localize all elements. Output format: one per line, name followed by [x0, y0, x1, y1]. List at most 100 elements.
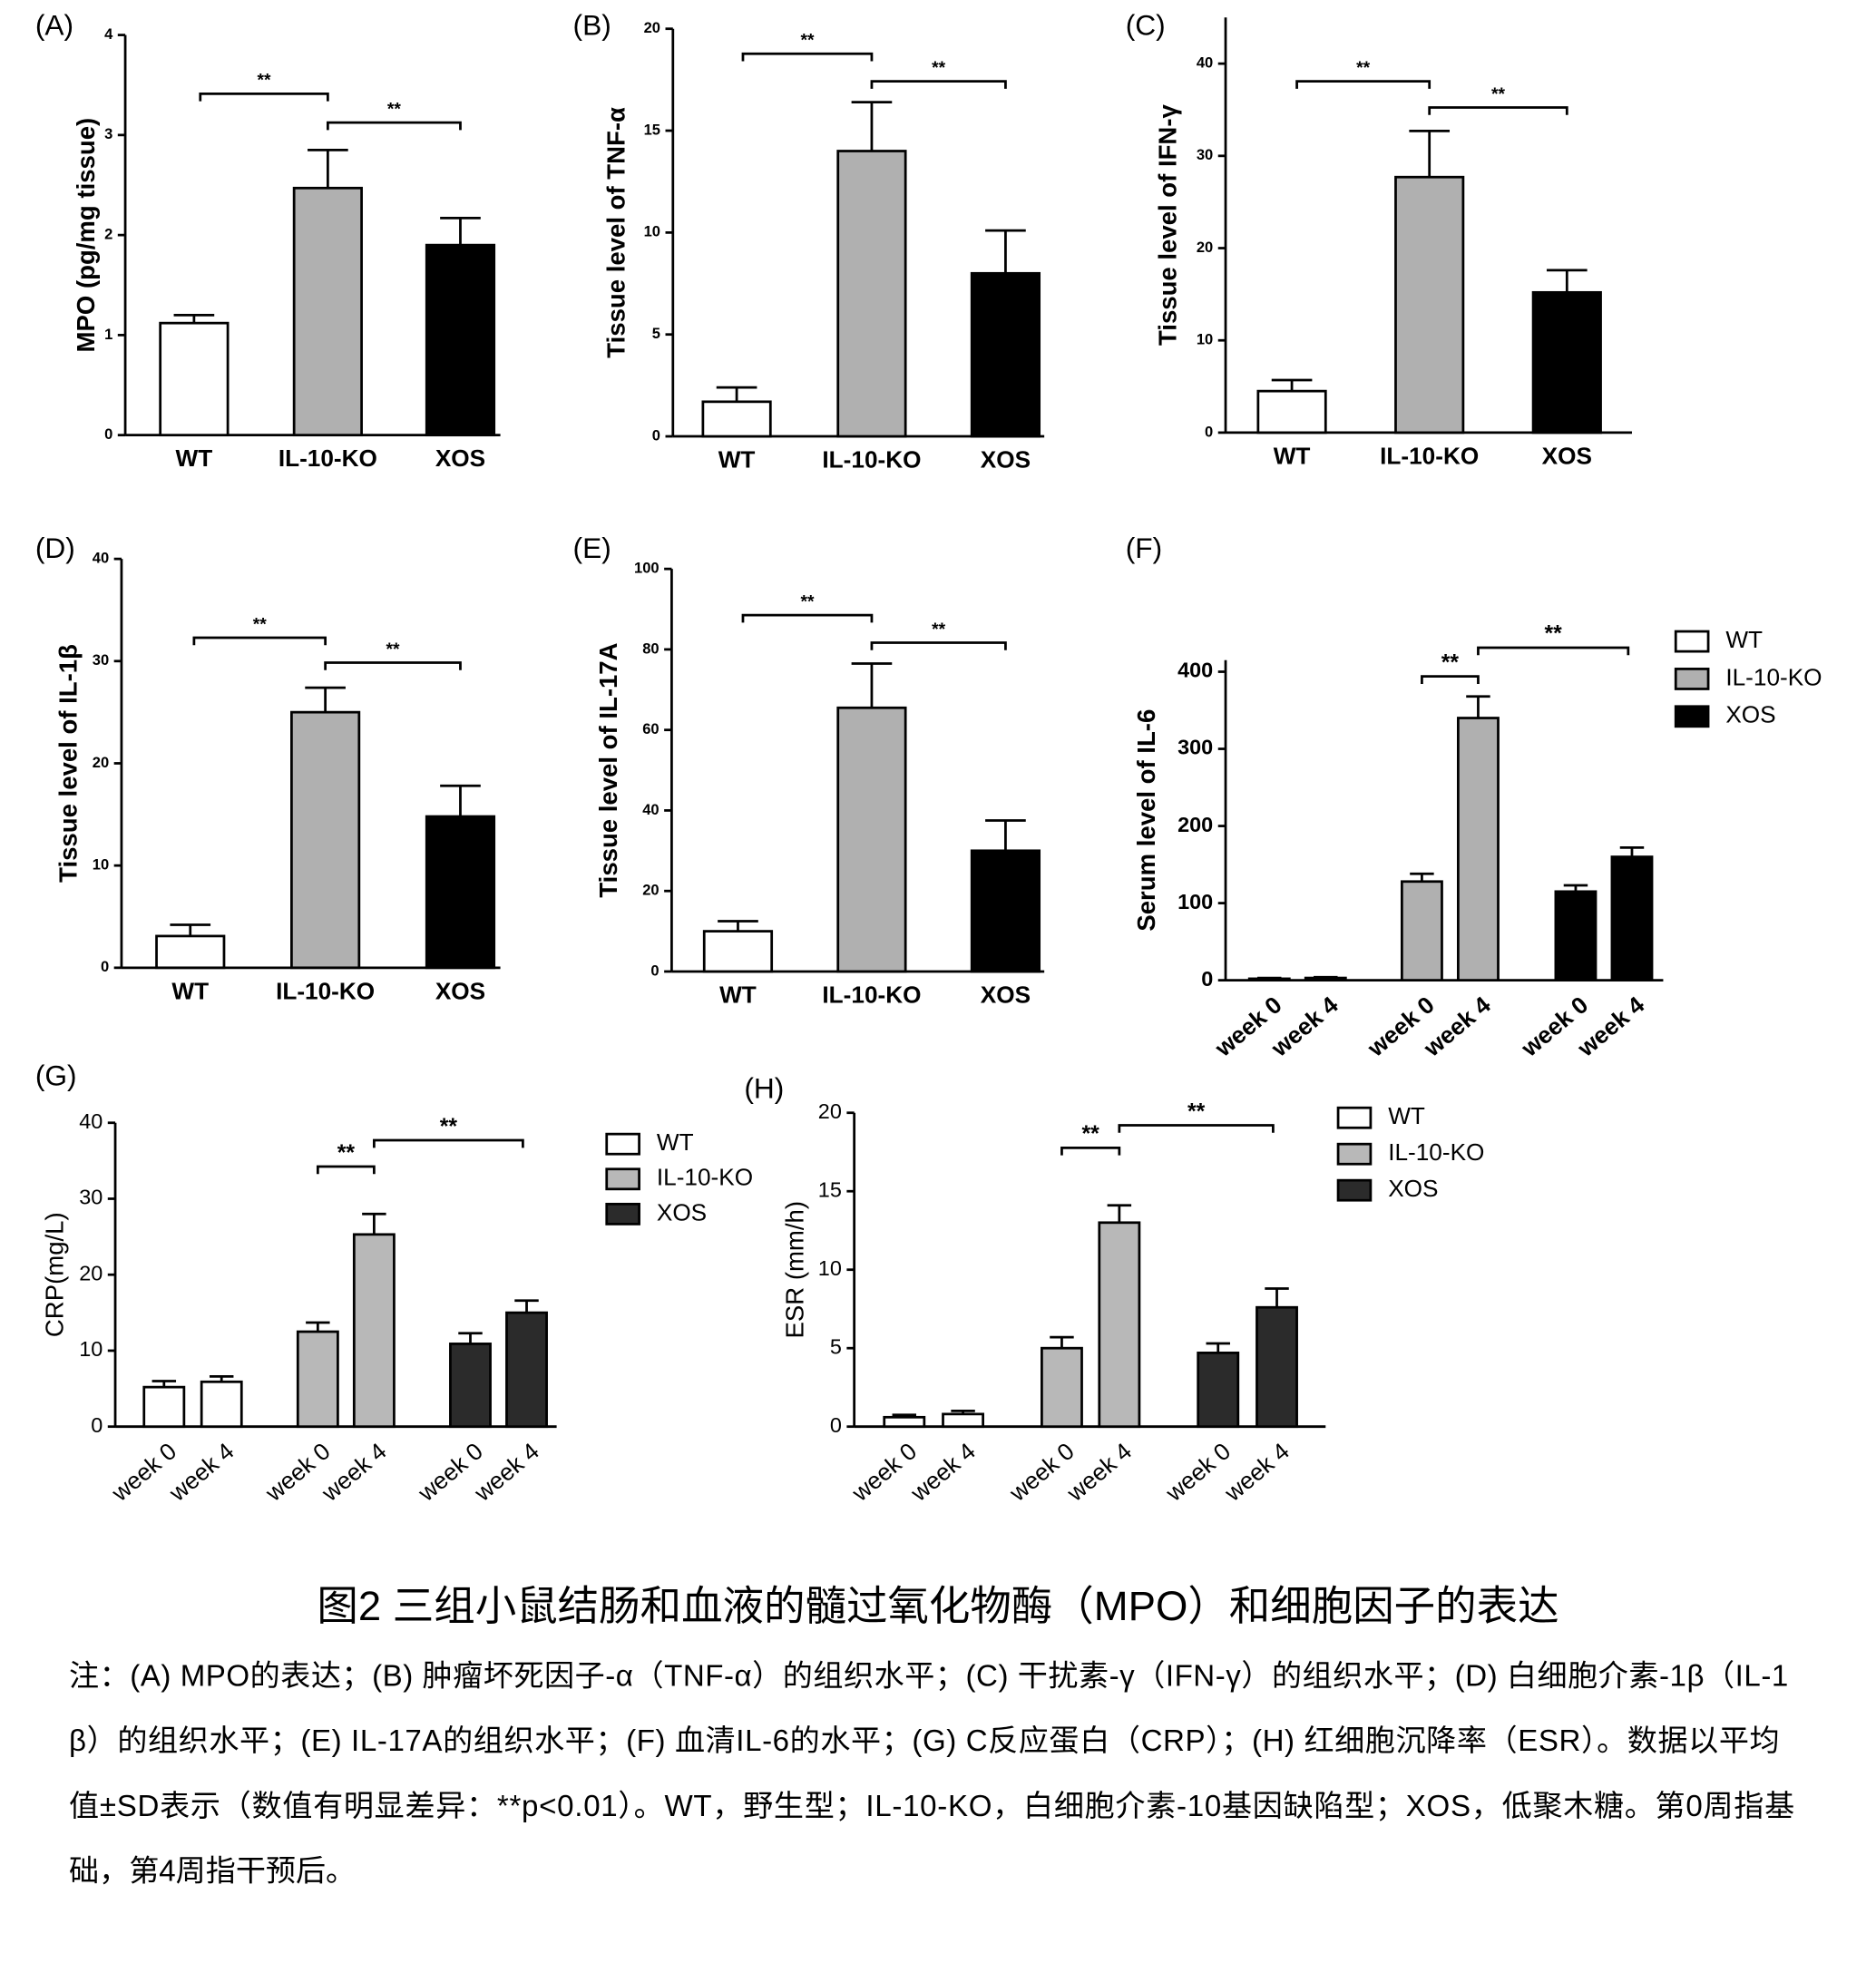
y-tick-label: 20 — [644, 19, 660, 36]
error-bar — [308, 149, 348, 189]
x-tick-label: XOS — [1542, 442, 1592, 469]
error-bar — [1466, 695, 1490, 718]
y-tick-label: 40 — [93, 549, 109, 566]
significance-label: ** — [1082, 1122, 1100, 1147]
panel-label: (B) — [573, 9, 611, 42]
x-tick-label: week 4 — [163, 1437, 239, 1507]
y-tick-label: 30 — [93, 651, 109, 669]
x-tick-label: week 0 — [846, 1437, 923, 1507]
bar — [292, 186, 363, 437]
y-tick-label: 5 — [652, 325, 660, 342]
legend-swatch — [605, 1132, 640, 1156]
bar — [1400, 880, 1443, 982]
caption-line: 础，第4周指干预后。 — [69, 1854, 356, 1888]
y-tick-label: 2 — [104, 226, 112, 243]
significance-bracket — [1060, 1146, 1121, 1156]
error-bar — [951, 1410, 975, 1414]
error-bar — [1257, 976, 1282, 980]
significance-label: ** — [1187, 1099, 1206, 1124]
significance-label: ** — [800, 32, 815, 51]
y-axis-label: ESR (mm/h) — [781, 1201, 809, 1339]
y-axis-label: Serum level of IL-6 — [1132, 709, 1160, 932]
error-bar — [1546, 269, 1588, 293]
error-bar — [1409, 129, 1451, 178]
bar — [970, 849, 1041, 973]
y-tick-label: 10 — [1197, 331, 1213, 348]
x-tick-label: WT — [718, 446, 756, 474]
x-tick-label: week 4 — [904, 1437, 981, 1507]
bar — [942, 1412, 984, 1429]
legend-label: IL-10-KO — [657, 1164, 753, 1191]
error-bar — [718, 920, 758, 932]
y-tick-label: 20 — [1197, 239, 1213, 256]
error-bar — [1050, 1335, 1074, 1349]
bar — [1531, 290, 1602, 435]
bar — [425, 815, 496, 970]
significance-label: ** — [253, 615, 268, 634]
y-tick-label: 100 — [1177, 890, 1213, 913]
y-axis-label: CRP(mg/L) — [41, 1212, 69, 1337]
legend-swatch — [1336, 1178, 1373, 1202]
caption-line: 值±SD表示（数值有明显差异：**p<0.01）。WT，野生型；IL-10-KO… — [69, 1790, 1794, 1823]
bar — [836, 150, 907, 438]
legend-swatch — [1336, 1106, 1373, 1129]
x-tick-label: WT — [176, 444, 213, 472]
bar — [702, 930, 774, 973]
significance-bracket — [1295, 80, 1431, 89]
significance-label: ** — [932, 620, 946, 640]
y-tick-label: 0 — [830, 1413, 842, 1437]
legend-label: WT — [1725, 626, 1763, 653]
y-tick-label: 10 — [79, 1337, 103, 1361]
bar — [352, 1233, 396, 1429]
error-bar — [851, 662, 893, 708]
significance-label: ** — [258, 72, 272, 91]
error-bar — [440, 784, 481, 817]
legend-swatch — [1336, 1142, 1373, 1166]
y-axis-label: Tissue level of IL-17A — [594, 642, 622, 897]
y-tick-label: 3 — [104, 125, 112, 142]
significance-label: ** — [440, 1115, 458, 1139]
bar — [1197, 1352, 1240, 1429]
significance-bracket — [870, 80, 1007, 89]
caption-line: 注：(A) MPO的表达；(B) 肿瘤坏死因子-α（TNF-α）的组织水平；(C… — [69, 1659, 1788, 1693]
y-axis-label: Tissue level of IL-1β — [54, 644, 83, 883]
bar — [701, 400, 772, 438]
y-tick-label: 20 — [79, 1261, 103, 1284]
significance-bracket — [741, 613, 874, 623]
error-bar — [851, 101, 893, 151]
y-tick-label: 0 — [652, 426, 660, 444]
x-tick-label: week 4 — [316, 1437, 392, 1507]
y-tick-label: 30 — [1197, 146, 1213, 163]
significance-bracket — [324, 661, 462, 670]
x-tick-label: XOS — [981, 446, 1031, 474]
legend-label: WT — [1388, 1102, 1425, 1129]
x-tick-label: week 0 — [412, 1437, 488, 1507]
y-axis-label: Tissue level of IFN-γ — [1153, 103, 1181, 346]
error-bar — [716, 386, 757, 402]
x-tick-label: week 4 — [468, 1437, 544, 1507]
panel-label: (H) — [744, 1071, 784, 1104]
x-tick-label: IL-10-KO — [276, 977, 375, 1004]
legend-label: XOS — [657, 1198, 707, 1226]
significance-bracket — [741, 52, 874, 62]
significance-label: ** — [1491, 85, 1506, 104]
error-bar — [458, 1332, 483, 1344]
x-tick-label: week 0 — [259, 1437, 336, 1507]
error-bar — [305, 686, 346, 713]
y-tick-label: 10 — [818, 1256, 842, 1280]
bar — [1098, 1221, 1141, 1429]
significance-label: ** — [1544, 622, 1562, 647]
error-bar — [1271, 378, 1313, 392]
panel-label: (G) — [35, 1060, 77, 1092]
y-tick-label: 0 — [104, 425, 112, 443]
y-tick-label: 20 — [818, 1099, 842, 1123]
bar — [1256, 1305, 1298, 1429]
y-tick-label: 10 — [93, 856, 109, 874]
bar — [1554, 890, 1598, 982]
legend-swatch — [605, 1167, 640, 1191]
bar — [159, 321, 230, 437]
y-tick-label: 0 — [650, 962, 659, 979]
y-tick-label: 15 — [644, 121, 660, 138]
y-tick-label: 100 — [634, 560, 660, 577]
significance-label: ** — [386, 640, 401, 659]
